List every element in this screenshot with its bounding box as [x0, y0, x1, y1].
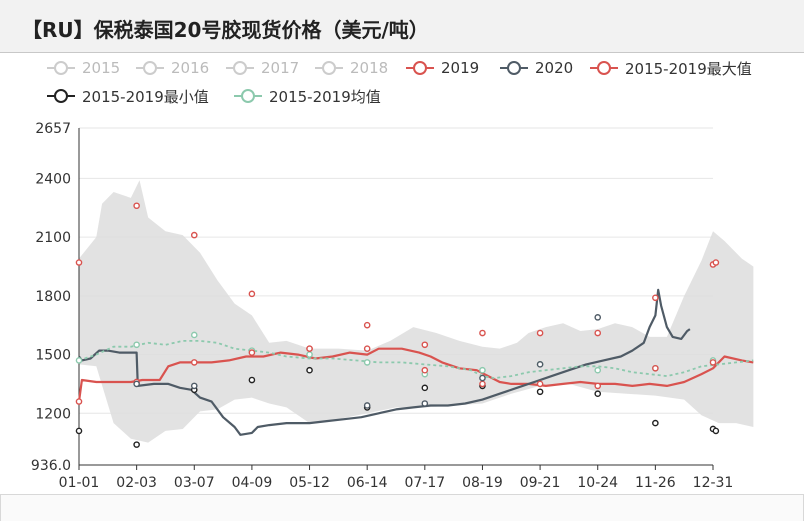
marker-2015-2019均值 — [594, 366, 602, 374]
chart-title: 【RU】保税泰国20号胶现货价格（美元/吨） — [22, 18, 429, 42]
x-tick-label: 02-03 — [116, 475, 157, 491]
legend-item-2018[interactable]: 2018 — [314, 58, 388, 78]
x-tick-label: 06-14 — [347, 475, 388, 491]
marker-2020 — [133, 380, 140, 388]
legend-label: 2015-2019最小值 — [82, 87, 209, 106]
marker-2015-2019最大值 — [712, 259, 720, 266]
marker-2019 — [479, 380, 486, 388]
x-tick-label: 04-09 — [232, 475, 273, 491]
marker-2019 — [421, 366, 429, 374]
marker-2020 — [594, 314, 602, 321]
marker-2019 — [652, 364, 659, 372]
marker-2015-2019最小值 — [248, 376, 256, 384]
legend-label: 2018 — [350, 59, 389, 77]
marker-2019 — [536, 380, 544, 388]
marker-2015-2019最大值 — [248, 290, 256, 298]
marker-2015-2019最小值 — [133, 441, 140, 448]
marker-2020 — [536, 361, 544, 368]
marker-2015-2019最小值 — [536, 388, 544, 396]
title-bar: 【RU】保税泰国20号胶现货价格（美元/吨） — [0, 0, 804, 53]
x-tick-label: 03-07 — [174, 475, 215, 491]
legend-label: 2015-2019均值 — [269, 87, 381, 106]
marker-2019 — [594, 382, 602, 390]
legend-line-icon — [226, 61, 254, 75]
marker-2015-2019均值 — [306, 351, 313, 358]
y-tick-label: 2657 — [35, 121, 71, 137]
y-tick-label: 2400 — [35, 171, 71, 187]
legend-item-2019[interactable]: 2019 — [405, 58, 479, 78]
legend-label: 2016 — [171, 59, 210, 77]
y-tick-label: 1200 — [35, 406, 71, 422]
marker-2015-2019最大值 — [75, 259, 83, 266]
marker-2020 — [421, 400, 429, 407]
marker-2019 — [75, 398, 83, 405]
legend-item-2017[interactable]: 2017 — [225, 58, 299, 78]
marker-2015-2019最小值 — [594, 390, 602, 398]
marker-2015-2019最小值 — [421, 384, 429, 392]
series-line-2020 — [78, 288, 691, 436]
marker-2015-2019最大值 — [594, 329, 602, 337]
marker-2020 — [190, 382, 198, 390]
marker-2015-2019最大值 — [421, 341, 429, 349]
legend-line-icon — [47, 61, 75, 75]
marker-2019 — [363, 345, 371, 352]
marker-2015-2019最小值 — [712, 427, 720, 435]
legend-item-2015-2019最大值[interactable]: 2015-2019最大值 — [589, 58, 752, 78]
marker-2015-2019均值 — [133, 341, 140, 349]
range-band — [79, 180, 754, 443]
legend-line-icon — [500, 61, 528, 75]
marker-2020 — [479, 374, 486, 382]
x-tick-label: 05-12 — [289, 475, 330, 491]
legend-line-icon — [590, 61, 618, 75]
y-tick-label: 1800 — [35, 289, 71, 305]
marker-2015-2019均值 — [363, 359, 371, 366]
marker-2019 — [248, 349, 256, 356]
legend-line-icon — [47, 89, 75, 103]
marker-2020 — [363, 402, 371, 409]
bottom-panel — [0, 494, 804, 521]
x-tick-label: 12-31 — [693, 475, 734, 491]
legend-line-icon — [315, 61, 343, 75]
series-line-2019 — [77, 347, 754, 402]
x-tick-label: 10-24 — [577, 475, 618, 491]
legend-line-icon — [136, 61, 164, 75]
marker-2015-2019最小值 — [652, 419, 659, 427]
marker-2015-2019最大值 — [363, 321, 371, 329]
marker-2015-2019最大值 — [652, 294, 659, 302]
legend-label: 2019 — [441, 59, 480, 77]
legend-item-2015-2019均值[interactable]: 2015-2019均值 — [233, 86, 381, 106]
legend-item-2015-2019最小值[interactable]: 2015-2019最小值 — [46, 86, 209, 106]
marker-2015-2019均值 — [75, 357, 83, 364]
x-tick-label: 11-26 — [635, 475, 676, 491]
legend-label: 2015-2019最大值 — [625, 59, 752, 78]
marker-2019 — [190, 359, 198, 366]
marker-2015-2019最小值 — [306, 366, 313, 374]
series-line-2015-2019均值 — [78, 340, 754, 379]
marker-2019 — [306, 345, 313, 352]
marker-2015-2019最大值 — [479, 329, 486, 337]
legend-line-icon — [234, 89, 262, 103]
chart-area: 936.0 1200 1500 1800 2100 2400 2657 01-01 02-03 0… — [31, 121, 754, 491]
legend-label: 2017 — [261, 59, 300, 77]
marker-2019 — [709, 359, 717, 366]
marker-2015-2019最小值 — [75, 427, 83, 435]
y-tick-label: 1500 — [35, 348, 71, 364]
marker-2015-2019均值 — [479, 366, 486, 374]
legend-item-2015[interactable]: 2015 — [46, 58, 120, 78]
legend-label: 2015 — [82, 59, 121, 77]
legend-label: 2020 — [535, 59, 574, 77]
marker-2015-2019最大值 — [133, 202, 140, 210]
marker-2015-2019最大值 — [536, 329, 544, 337]
legend-item-2016[interactable]: 2016 — [135, 58, 209, 78]
legend-item-2020[interactable]: 2020 — [499, 58, 573, 78]
y-tick-label: 2100 — [35, 230, 71, 246]
y-tick-label: 936.0 — [31, 458, 71, 474]
x-tick-label: 01-01 — [59, 475, 100, 491]
marker-2015-2019均值 — [190, 331, 198, 339]
x-tick-label: 09-21 — [520, 475, 561, 491]
marker-2015-2019最大值 — [190, 231, 198, 239]
x-tick-label: 07-17 — [404, 475, 445, 491]
legend-line-icon — [406, 61, 434, 75]
x-tick-label: 08-19 — [462, 475, 503, 491]
